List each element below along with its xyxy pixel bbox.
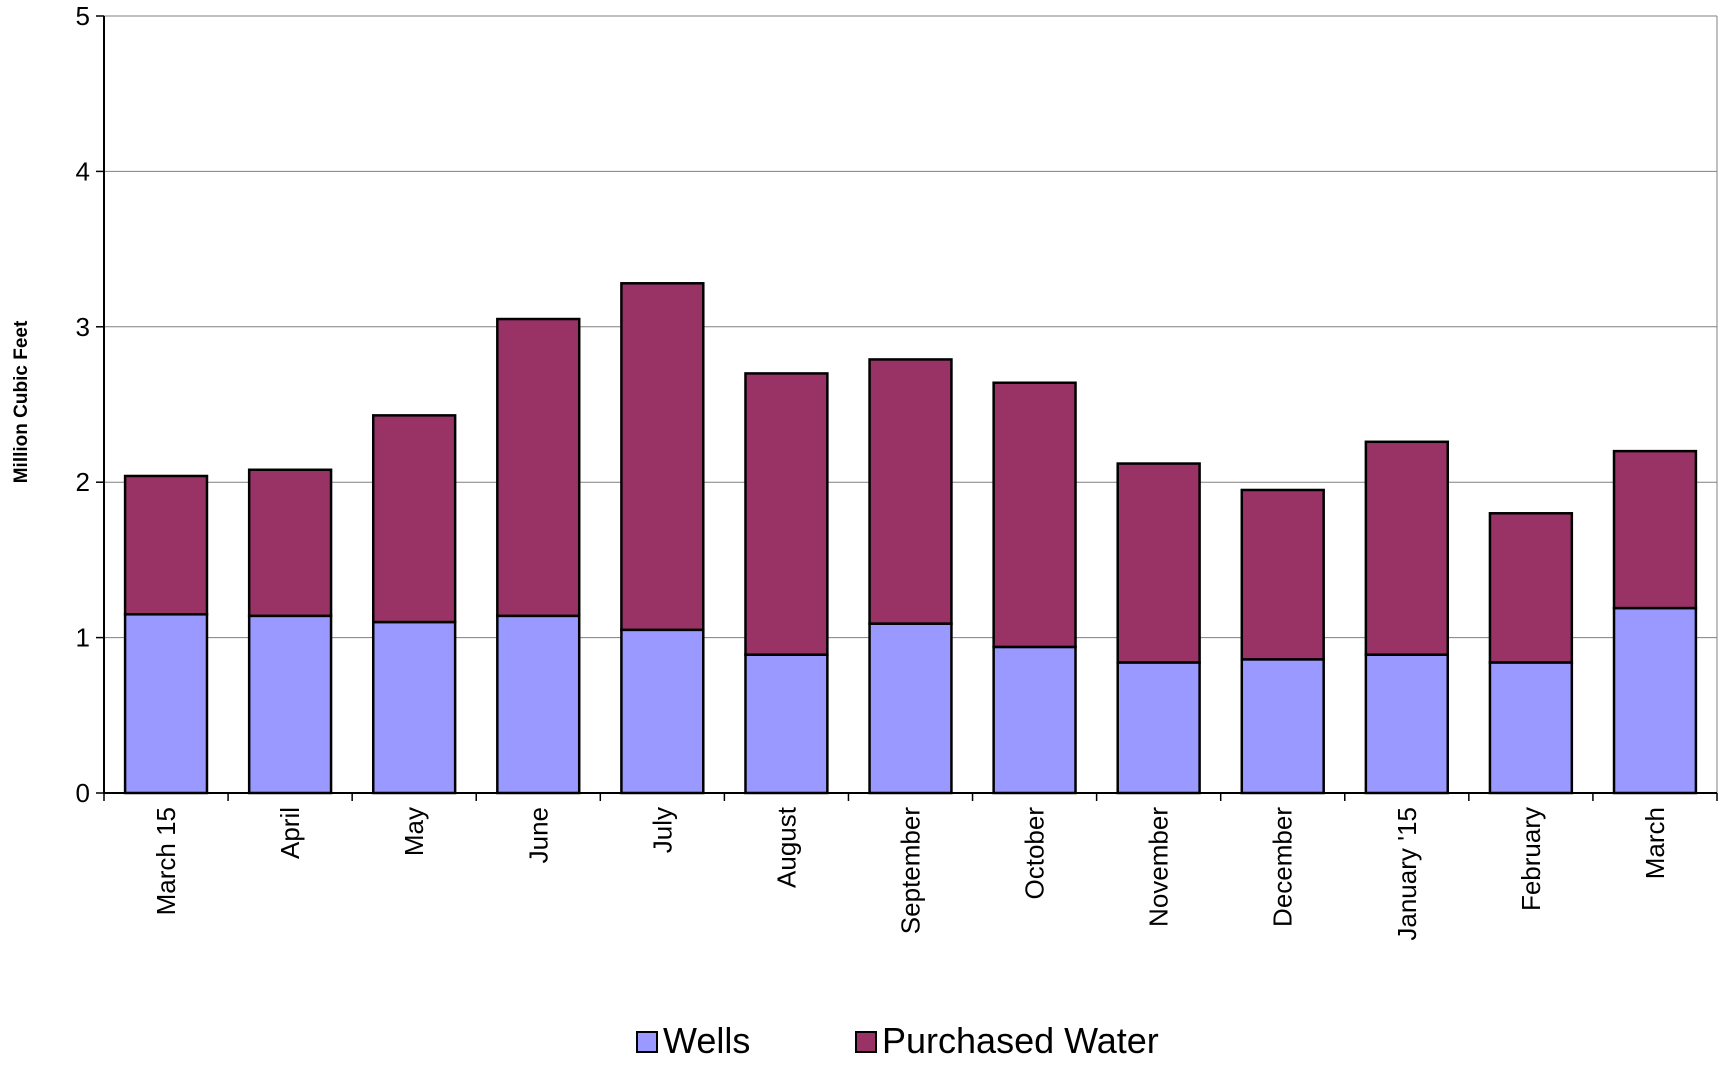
y-tick-label: 1 xyxy=(76,623,90,653)
bar-purchased-water xyxy=(1116,462,1201,664)
bar-wells xyxy=(992,645,1077,795)
bar-purchased-water xyxy=(1612,449,1698,610)
x-category-label: April xyxy=(275,807,305,859)
y-tick-label: 4 xyxy=(76,156,90,186)
bar-wells xyxy=(496,614,581,795)
x-category-label: September xyxy=(896,807,926,935)
legend: Wells Purchased Water xyxy=(636,1020,1159,1061)
bar-purchased-water xyxy=(1240,488,1325,661)
bar-purchased-water xyxy=(496,317,581,618)
bar-wells xyxy=(1240,658,1325,795)
bar-purchased-water xyxy=(247,468,333,618)
bar-wells xyxy=(247,614,333,795)
bar-wells xyxy=(1116,661,1201,795)
bar-purchased-water xyxy=(620,282,705,632)
x-category-label: March xyxy=(1640,807,1670,879)
x-category-label: August xyxy=(771,806,801,888)
bar-wells xyxy=(371,620,457,795)
legend-label-purchased-water: Purchased Water xyxy=(882,1020,1159,1061)
x-category-label: October xyxy=(1020,807,1050,900)
axis-labels: 0 1 2 3 4 5 March 15 April May June July August Sept… xyxy=(76,1,1670,941)
y-tick-label: 3 xyxy=(76,312,90,342)
x-category-label: December xyxy=(1268,807,1298,927)
legend-swatch-purchased-water xyxy=(855,1031,877,1053)
bar-purchased-water xyxy=(371,414,457,624)
bar-wells xyxy=(1488,661,1574,795)
x-category-label: February xyxy=(1516,807,1546,911)
bar-wells xyxy=(620,628,705,795)
legend-swatch-wells xyxy=(636,1031,658,1053)
bar-wells xyxy=(1612,606,1698,795)
bar-purchased-water xyxy=(868,358,953,625)
x-category-label: July xyxy=(647,807,677,853)
x-category-label: May xyxy=(399,807,429,856)
y-tick-label: 2 xyxy=(76,467,90,497)
x-category-label: March 15 xyxy=(151,807,181,915)
x-category-label: January '15 xyxy=(1392,807,1422,941)
y-tick-label: 5 xyxy=(76,1,90,31)
y-tick-label: 0 xyxy=(76,778,90,808)
x-category-label: June xyxy=(523,807,553,863)
bar-purchased-water xyxy=(1488,512,1574,664)
bar-wells xyxy=(744,653,829,795)
x-category-label: November xyxy=(1144,807,1174,927)
bar-purchased-water xyxy=(992,381,1077,649)
bar-purchased-water xyxy=(1364,440,1450,656)
bars xyxy=(123,282,1698,795)
axes xyxy=(96,15,1718,801)
bar-wells xyxy=(868,622,953,795)
bar-purchased-water xyxy=(123,474,209,616)
legend-label-wells: Wells xyxy=(663,1020,750,1061)
bar-wells xyxy=(123,613,209,795)
y-axis-title: Million Cubic Feet xyxy=(11,320,32,483)
bar-purchased-water xyxy=(744,372,829,656)
bar-wells xyxy=(1364,653,1450,795)
